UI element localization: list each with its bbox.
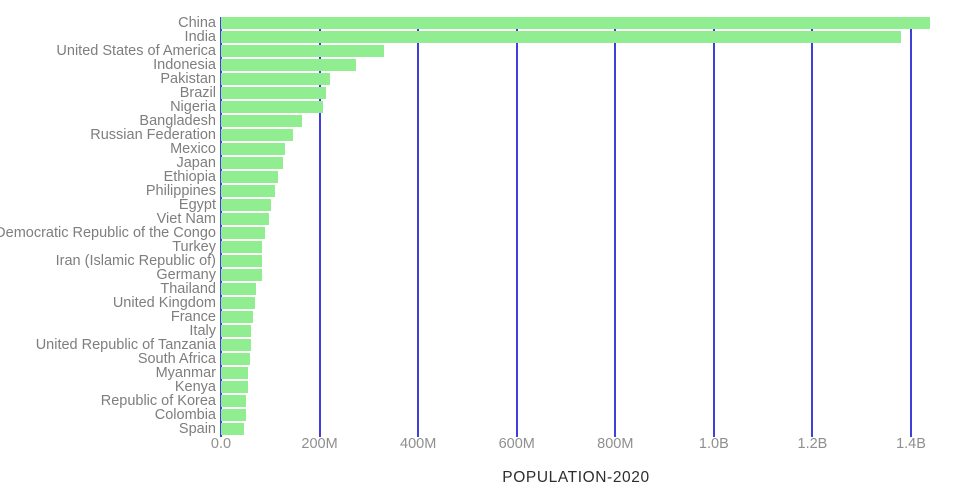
category-label: France <box>170 309 216 325</box>
bar <box>221 409 247 421</box>
category-label: Iran (Islamic Republic of) <box>55 253 216 269</box>
x-tick-label: 1.0B <box>698 436 729 452</box>
category-label: Bangladesh <box>139 113 216 129</box>
bar <box>221 17 931 29</box>
category-label: Egypt <box>178 197 216 213</box>
category-label: Pakistan <box>160 71 216 87</box>
bar <box>221 59 357 71</box>
bar <box>221 87 326 99</box>
bar <box>221 101 323 113</box>
bar <box>221 241 263 253</box>
category-label: United Kingdom <box>112 295 216 311</box>
bar <box>221 143 285 155</box>
bar <box>221 297 255 309</box>
x-tick-label: 600M <box>498 436 535 452</box>
bar <box>221 423 245 435</box>
category-label: Spain <box>178 421 216 437</box>
bar <box>221 213 269 225</box>
category-label: Kenya <box>174 379 216 395</box>
bar <box>221 157 284 169</box>
gridline-1.0B <box>712 17 715 437</box>
gridline-1.4B <box>910 17 912 437</box>
bar <box>221 115 303 127</box>
category-label: Germany <box>156 267 216 283</box>
bar <box>221 185 276 197</box>
bar <box>221 227 266 239</box>
category-label: Indonesia <box>153 57 216 73</box>
category-label: Thailand <box>160 281 216 297</box>
category-label: Mexico <box>170 141 216 157</box>
x-tick-label: 1.4B <box>896 436 926 452</box>
category-label: United Republic of Tanzania <box>35 337 216 353</box>
x-tick-label: 400M <box>400 436 437 452</box>
category-label: United States of America <box>56 43 216 59</box>
category-label: Italy <box>189 323 216 339</box>
bar <box>221 255 263 267</box>
category-label: Democratic Republic of the Congo <box>0 225 216 241</box>
bar <box>221 311 254 323</box>
category-label: Nigeria <box>170 99 216 115</box>
bar <box>221 395 247 407</box>
category-label: Myanmar <box>155 365 216 381</box>
category-label: China <box>178 15 216 31</box>
bar <box>221 73 330 85</box>
category-label: Colombia <box>154 407 216 423</box>
gridline-800M <box>614 17 617 437</box>
category-label: Brazil <box>179 85 216 101</box>
category-label: Philippines <box>145 183 216 199</box>
x-axis-title: POPULATION-2020 <box>502 469 650 486</box>
gridline-400M <box>417 17 420 437</box>
bar <box>221 325 251 337</box>
bar <box>221 31 902 43</box>
x-tick-label: 200M <box>301 436 338 452</box>
bar <box>221 367 248 379</box>
gridline-200M <box>318 17 321 437</box>
category-label: Viet Nam <box>156 211 216 227</box>
bar <box>221 171 278 183</box>
bar <box>221 381 248 393</box>
x-tick-label: 0.0 <box>210 436 232 452</box>
category-label: Republic of Korea <box>100 393 216 409</box>
category-label: Turkey <box>172 239 216 255</box>
bar <box>221 45 385 57</box>
bar <box>221 283 256 295</box>
x-tick-label: 1.2B <box>797 436 828 452</box>
category-label: Russian Federation <box>90 127 216 143</box>
bar <box>221 339 251 351</box>
category-label: India <box>184 29 216 45</box>
category-label: Ethiopia <box>163 169 216 185</box>
bar <box>221 269 263 281</box>
bar <box>221 129 293 141</box>
category-label: Japan <box>176 155 216 171</box>
category-label: South Africa <box>137 351 216 367</box>
x-tick-label: 800M <box>597 436 634 452</box>
gridline-1.2B <box>811 17 814 437</box>
gridline-600M <box>515 17 518 437</box>
bar <box>221 199 272 211</box>
bar <box>221 353 251 365</box>
